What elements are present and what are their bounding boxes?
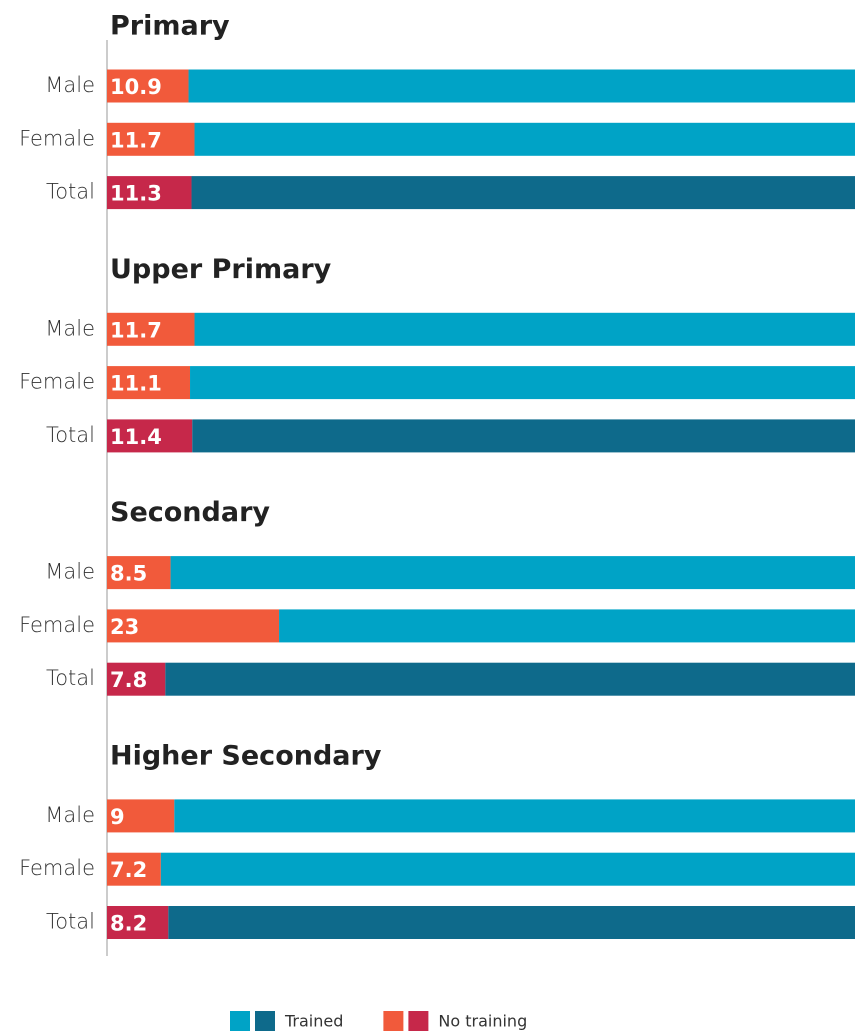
panel-title: Higher Secondary: [110, 740, 382, 771]
bar-segment: [107, 122, 195, 156]
legend-swatch: [408, 1011, 429, 1031]
bar-segment: [107, 662, 166, 696]
bar-segment: [168, 906, 855, 939]
category-label: Total: [46, 180, 95, 204]
value-label: 9: [110, 805, 125, 829]
bar-segment: [107, 906, 169, 939]
legend-swatch: [255, 1011, 275, 1031]
bar-segment: [107, 176, 192, 210]
value-label: 7.2: [110, 858, 147, 882]
category-label: Male: [45, 316, 95, 340]
category-label: Total: [46, 423, 95, 447]
panel-title: Primary: [110, 11, 230, 42]
bar-segment: [194, 122, 855, 156]
bar-segment: [165, 662, 855, 696]
category-label: Female: [19, 613, 95, 637]
value-label: 10.9: [110, 75, 162, 99]
bar-segment: [107, 799, 175, 833]
category-label: Female: [19, 370, 95, 394]
value-label: 11.7: [110, 318, 162, 342]
value-label: 8.5: [110, 562, 147, 586]
bar-segment: [174, 799, 855, 833]
category-label: Female: [19, 856, 95, 880]
bar-segment: [107, 609, 280, 643]
bar-segment: [107, 419, 193, 453]
bar-segment: [160, 852, 855, 886]
value-label: 8.2: [110, 912, 147, 936]
legend-swatch: [383, 1011, 404, 1031]
legend-label: Trained: [284, 1012, 343, 1031]
bar-segment: [191, 176, 855, 210]
bar-segment: [192, 419, 855, 453]
bar-segment: [188, 69, 855, 103]
category-label: Male: [45, 803, 95, 827]
value-label: 11.3: [110, 182, 162, 206]
value-label: 11.1: [110, 372, 162, 396]
panel-title: Secondary: [110, 497, 270, 528]
bar-segment: [279, 609, 855, 643]
value-label: 11.7: [110, 128, 162, 152]
category-label: Male: [45, 560, 95, 584]
category-label: Male: [45, 73, 95, 97]
category-label: Total: [46, 666, 95, 690]
bar-segment: [190, 366, 855, 400]
bar-segment: [107, 366, 191, 400]
bar-segment: [194, 312, 855, 346]
bar-segment: [107, 312, 195, 346]
value-label: 7.8: [110, 668, 147, 692]
category-label: Female: [19, 126, 95, 150]
bar-segment: [107, 556, 171, 590]
bar-segment: [107, 69, 189, 103]
panel-title: Upper Primary: [110, 254, 332, 285]
legend-label: No training: [438, 1012, 527, 1031]
bar-segment: [170, 556, 855, 590]
value-label: 23: [110, 615, 139, 639]
category-label: Total: [46, 910, 95, 934]
value-label: 11.4: [110, 425, 162, 449]
bar-segment: [107, 852, 161, 886]
legend-swatch: [230, 1011, 250, 1031]
